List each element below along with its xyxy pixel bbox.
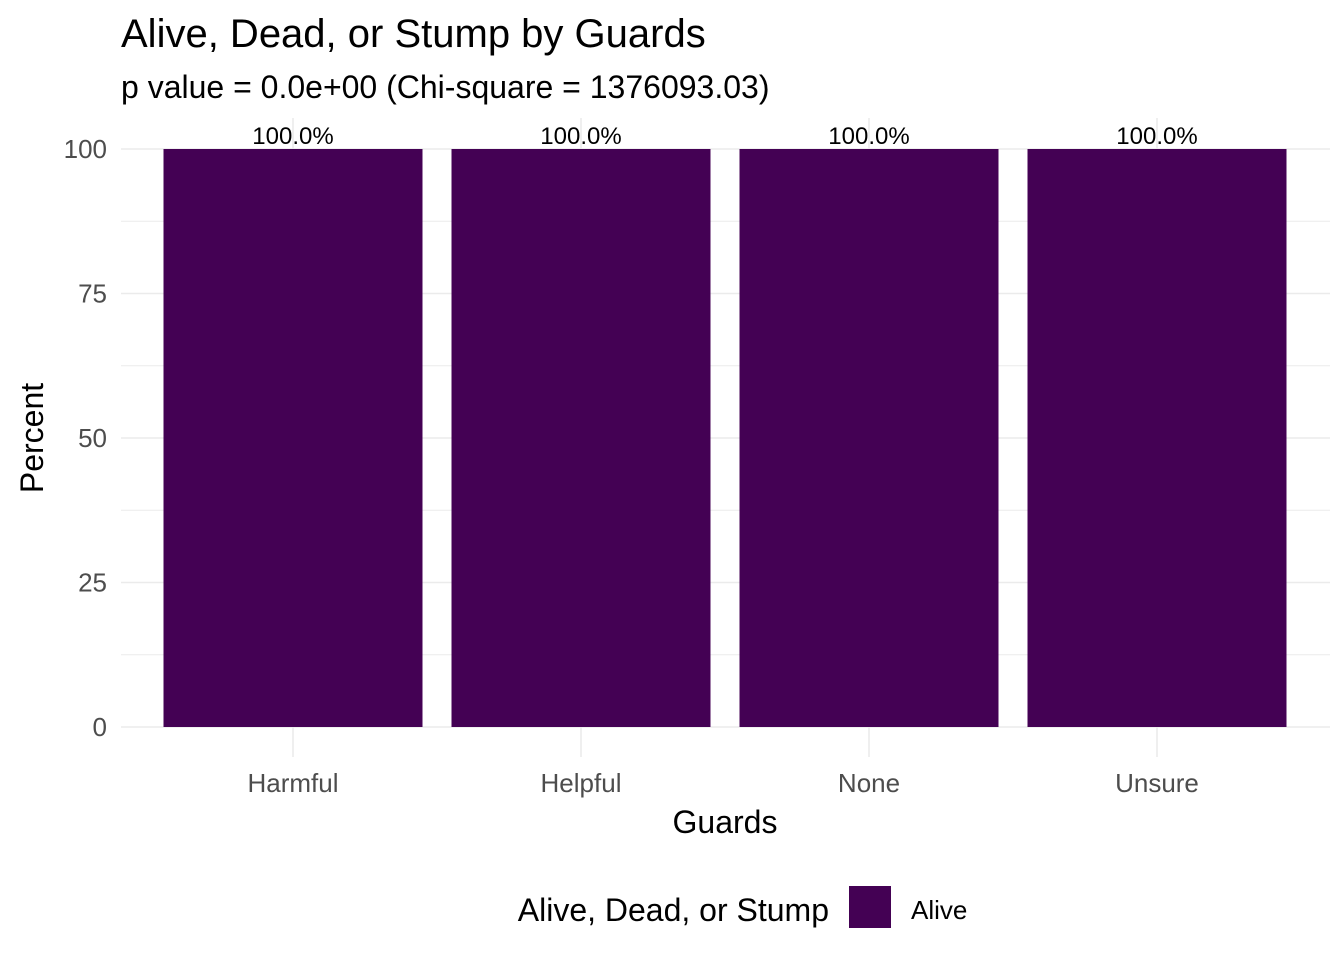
- data-label-helpful: 100.0%: [540, 123, 621, 150]
- y-axis-label: Percent: [14, 383, 50, 493]
- data-label-harmful: 100.0%: [252, 123, 333, 150]
- data-labels: 100.0% 100.0% 100.0% 100.0%: [252, 123, 1197, 150]
- x-tick-label-harmful: Harmful: [247, 768, 338, 798]
- x-tick-label-none: None: [838, 768, 900, 798]
- y-tick-label: 100: [64, 134, 107, 164]
- chart-subtitle: p value = 0.0e+00 (Chi-square = 1376093.…: [121, 69, 769, 105]
- x-axis-label: Guards: [673, 804, 778, 840]
- bar-unsure: [1027, 149, 1287, 727]
- y-axis-ticks: 0 25 50 75 100: [64, 134, 107, 742]
- y-tick-label: 75: [78, 279, 107, 309]
- x-tick-label-helpful: Helpful: [541, 768, 622, 798]
- x-tick-label-unsure: Unsure: [1115, 768, 1199, 798]
- chart-title: Alive, Dead, or Stump by Guards: [121, 12, 706, 56]
- legend-label-alive: Alive: [911, 895, 967, 925]
- legend-title: Alive, Dead, or Stump: [518, 892, 829, 928]
- legend-swatch-alive: [849, 886, 891, 928]
- bars: [163, 149, 1287, 727]
- bar-none: [739, 149, 999, 727]
- bar-helpful: [451, 149, 711, 727]
- y-tick-label: 0: [93, 712, 107, 742]
- bar-harmful: [163, 149, 423, 727]
- data-label-unsure: 100.0%: [1116, 123, 1197, 150]
- y-tick-label: 25: [78, 568, 107, 598]
- y-tick-label: 50: [78, 423, 107, 453]
- data-label-none: 100.0%: [828, 123, 909, 150]
- x-axis-ticks: Harmful Helpful None Unsure: [247, 768, 1198, 798]
- legend: Alive, Dead, or Stump Alive: [518, 886, 967, 928]
